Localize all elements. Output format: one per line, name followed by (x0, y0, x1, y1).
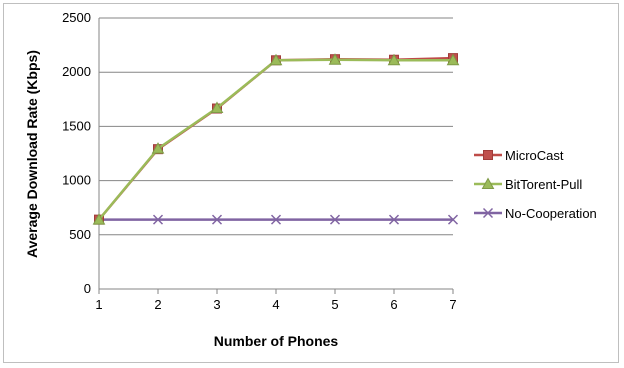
x-marker-stroke (482, 207, 494, 219)
x-tick-label: 6 (390, 297, 397, 312)
data-point-bittorent-pull (210, 101, 224, 113)
legend-marker (483, 150, 493, 160)
y-tick-label: 1000 (62, 173, 91, 188)
x-marker-stroke (211, 214, 223, 225)
series-line-microcast (98, 56, 454, 221)
x-tick-label: 7 (449, 297, 456, 312)
chart-frame: 0 500 1000 1500 2000 2500 1 2 3 4 5 6 7 MicroCast Bit… (3, 3, 619, 363)
data-point-bittorent-pull (446, 53, 460, 66)
x-marker-stroke (447, 214, 459, 225)
data-point-no-cooperation (329, 214, 341, 225)
x-axis-title: Number of Phones (214, 333, 339, 349)
series-layer (92, 53, 460, 225)
y-axis-title: Average Download Rate (Kbps) (24, 50, 40, 258)
axis-layer: 0 500 1000 1500 2000 2500 1 2 3 4 5 6 7 (62, 10, 457, 312)
legend-marker (482, 207, 494, 219)
legend-marker (481, 177, 495, 189)
data-point-bittorent-pull (328, 53, 342, 65)
y-tick-label: 0 (84, 281, 91, 296)
x-tick-label: 3 (213, 297, 220, 312)
y-tick-label: 500 (69, 227, 91, 242)
data-point-no-cooperation (447, 214, 459, 225)
x-marker-stroke (152, 214, 164, 225)
x-tick-label: 1 (95, 297, 102, 312)
legend-label: BitTorent-Pull (505, 177, 582, 192)
legend-item-no-cooperation: No-Cooperation (474, 206, 597, 221)
y-tick-label: 2000 (62, 64, 91, 79)
x-tick-label: 4 (272, 297, 279, 312)
line-chart: 0 500 1000 1500 2000 2500 1 2 3 4 5 6 7 MicroCast Bit… (24, 10, 597, 349)
data-point-no-cooperation (388, 214, 400, 225)
data-point-bittorent-pull (387, 53, 401, 66)
y-tick-label: 2500 (62, 10, 91, 25)
grid-layer (99, 17, 453, 236)
legend-item-microcast: MicroCast (474, 148, 564, 163)
series-line-bittorent-pull (98, 58, 453, 221)
legend: MicroCast BitTorent-Pull No-Cooperation (474, 148, 597, 221)
legend-label: No-Cooperation (505, 206, 597, 221)
data-point-bittorent-pull (92, 213, 106, 225)
x-marker-stroke (270, 214, 282, 225)
x-marker-stroke (388, 214, 400, 225)
data-point-bittorent-pull (151, 142, 165, 154)
data-point-bittorent-pull (269, 53, 283, 66)
x-tick-label: 2 (154, 297, 161, 312)
x-marker-stroke (329, 214, 341, 225)
data-point-no-cooperation (152, 214, 164, 225)
x-tick-label: 5 (331, 297, 338, 312)
data-point-no-cooperation (211, 214, 223, 225)
legend-item-bittorent-pull: BitTorent-Pull (474, 177, 582, 192)
y-tick-label: 1500 (62, 118, 91, 133)
data-point-no-cooperation (270, 214, 282, 225)
legend-label: MicroCast (505, 148, 564, 163)
